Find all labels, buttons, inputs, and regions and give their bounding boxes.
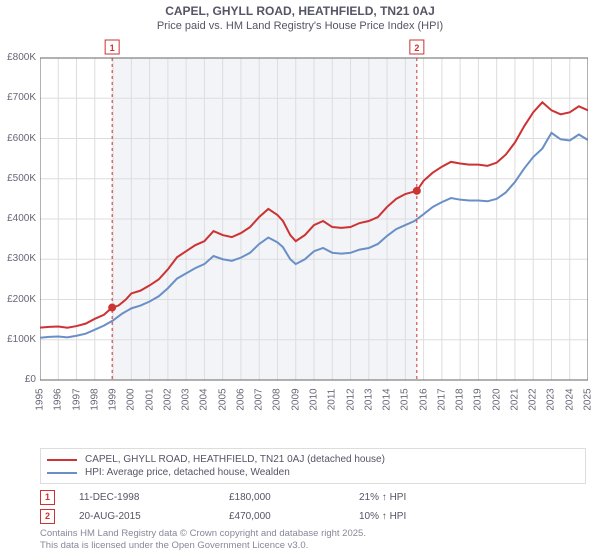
svg-text:1: 1 (110, 43, 115, 53)
x-axis-label: 1998 (89, 385, 100, 415)
sales-table: 1 11-DEC-1998 £180,000 21% ↑ HPI 2 20-AU… (40, 488, 586, 526)
x-axis-label: 2014 (382, 385, 393, 415)
sales-date-2: 20-AUG-2015 (79, 511, 229, 522)
x-axis-label: 2009 (290, 385, 301, 415)
legend-label-hpi: HPI: Average price, detached house, Weal… (85, 467, 290, 478)
y-axis-label: £500K (0, 173, 36, 184)
x-axis-label: 2022 (528, 385, 539, 415)
x-axis-label: 2013 (363, 385, 374, 415)
y-axis-label: £700K (0, 92, 36, 103)
x-axis-label: 2017 (436, 385, 447, 415)
legend-swatch-hpi (47, 472, 77, 474)
y-axis-label: £200K (0, 294, 36, 305)
sales-row-2: 2 20-AUG-2015 £470,000 10% ↑ HPI (40, 507, 586, 526)
x-axis-label: 1996 (53, 385, 64, 415)
line-chart-svg: 12 (40, 38, 588, 414)
x-axis-label: 2005 (217, 385, 228, 415)
x-axis-label: 1999 (108, 385, 119, 415)
x-axis-label: 2010 (309, 385, 320, 415)
x-axis-label: 2025 (583, 385, 594, 415)
x-axis-label: 2007 (254, 385, 265, 415)
x-axis-label: 2016 (418, 385, 429, 415)
y-axis-label: £800K (0, 52, 36, 63)
x-axis-label: 2021 (509, 385, 520, 415)
x-axis-label: 2003 (181, 385, 192, 415)
x-axis-label: 2011 (327, 385, 338, 415)
x-axis-label: 2004 (199, 385, 210, 415)
x-axis-label: 2024 (564, 385, 575, 415)
sales-row-1: 1 11-DEC-1998 £180,000 21% ↑ HPI (40, 488, 586, 507)
x-axis-label: 2018 (455, 385, 466, 415)
legend-row-hpi: HPI: Average price, detached house, Weal… (47, 466, 579, 479)
x-axis-label: 2008 (272, 385, 283, 415)
x-axis-label: 2001 (144, 385, 155, 415)
y-axis-label: £100K (0, 334, 36, 345)
chart-title: CAPEL, GHYLL ROAD, HEATHFIELD, TN21 0AJ (0, 0, 600, 20)
footer: Contains HM Land Registry data © Crown c… (40, 528, 366, 552)
y-axis-label: £0 (0, 374, 36, 385)
footer-line-2: This data is licensed under the Open Gov… (40, 540, 366, 552)
sales-marker-2: 2 (40, 509, 55, 524)
x-axis-label: 2002 (162, 385, 173, 415)
chart-subtitle: Price paid vs. HM Land Registry's House … (0, 20, 600, 36)
sales-diff-2: 10% ↑ HPI (359, 511, 479, 522)
legend-label-property: CAPEL, GHYLL ROAD, HEATHFIELD, TN21 0AJ … (85, 454, 385, 465)
svg-text:2: 2 (414, 43, 419, 53)
x-axis-label: 2015 (400, 385, 411, 415)
x-axis-label: 2020 (491, 385, 502, 415)
x-axis-label: 1997 (71, 385, 82, 415)
legend-row-property: CAPEL, GHYLL ROAD, HEATHFIELD, TN21 0AJ … (47, 453, 579, 466)
sales-diff-1: 21% ↑ HPI (359, 492, 479, 503)
legend: CAPEL, GHYLL ROAD, HEATHFIELD, TN21 0AJ … (40, 448, 586, 484)
chart-area: 12 £0£100K£200K£300K£400K£500K£600K£700K… (40, 38, 588, 414)
x-axis-label: 2006 (235, 385, 246, 415)
x-axis-label: 2012 (345, 385, 356, 415)
footer-line-1: Contains HM Land Registry data © Crown c… (40, 528, 366, 540)
sales-price-1: £180,000 (229, 492, 359, 503)
x-axis-label: 1995 (35, 385, 46, 415)
sales-price-2: £470,000 (229, 511, 359, 522)
sales-marker-1: 1 (40, 490, 55, 505)
y-axis-label: £600K (0, 133, 36, 144)
x-axis-label: 2019 (473, 385, 484, 415)
y-axis-label: £300K (0, 253, 36, 264)
sales-date-1: 11-DEC-1998 (79, 492, 229, 503)
x-axis-label: 2023 (546, 385, 557, 415)
x-axis-label: 2000 (126, 385, 137, 415)
legend-swatch-property (47, 459, 77, 461)
y-axis-label: £400K (0, 213, 36, 224)
